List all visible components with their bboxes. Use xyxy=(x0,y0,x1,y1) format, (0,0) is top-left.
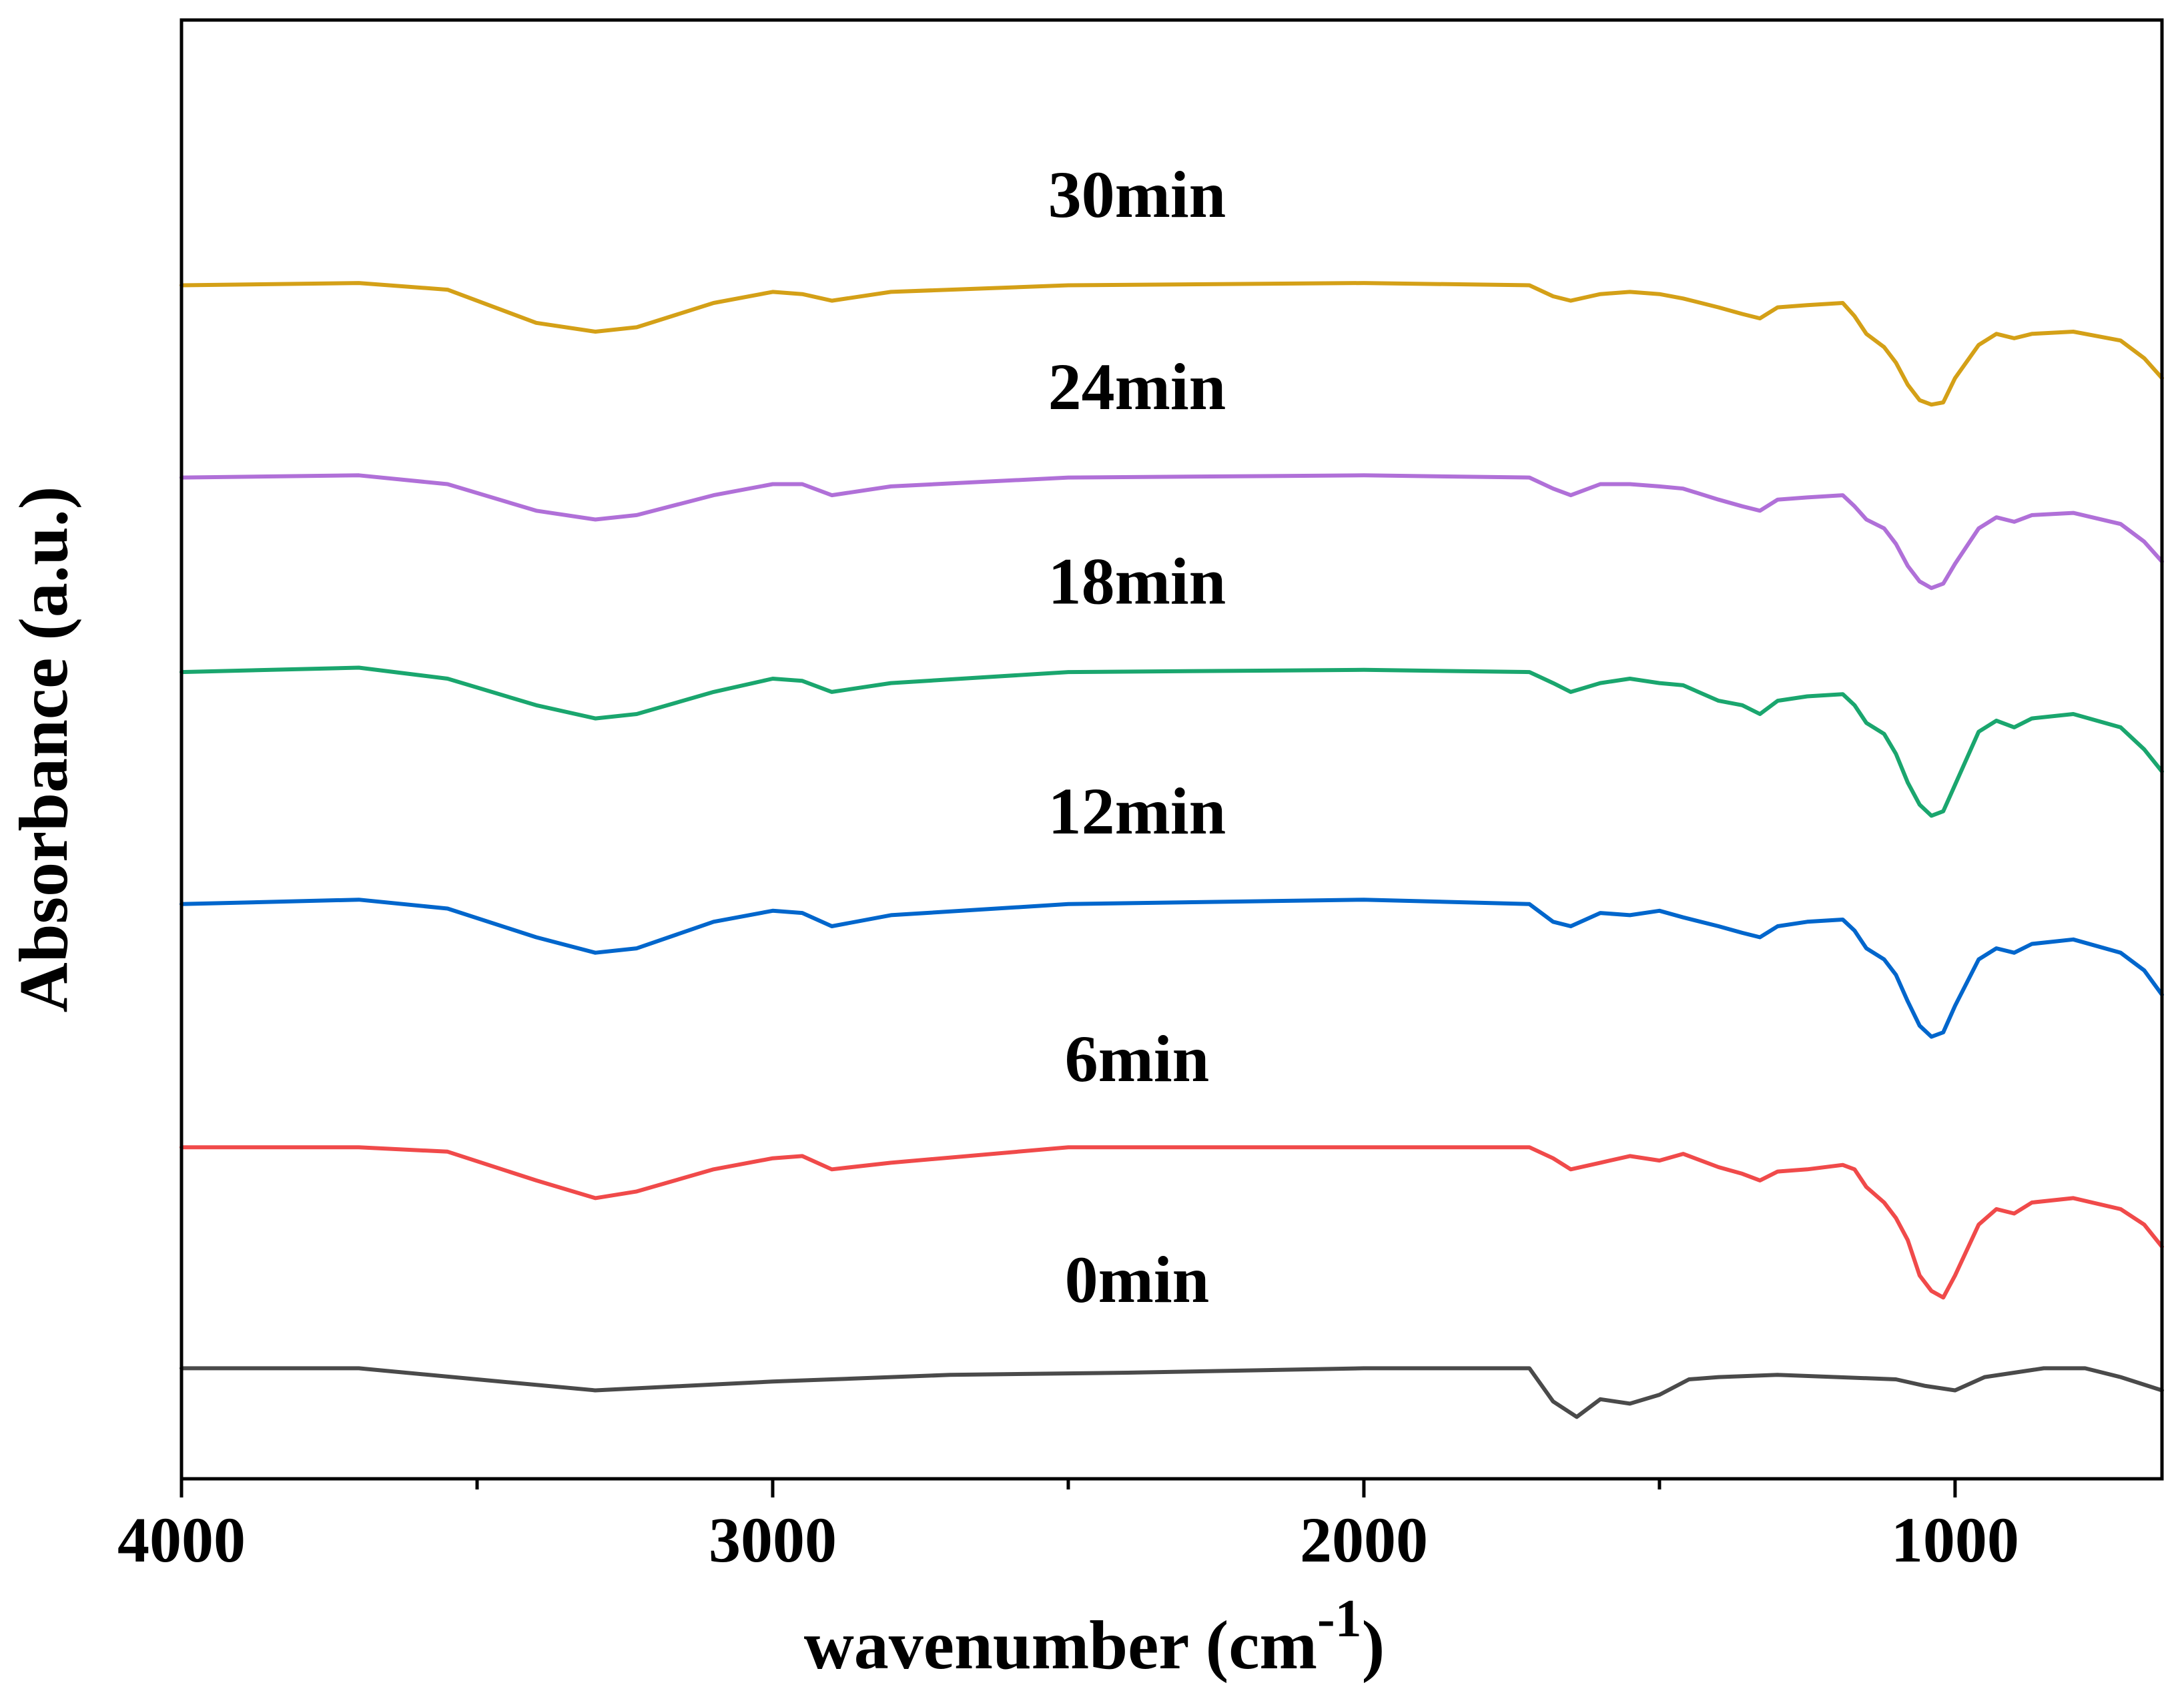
x-axis-title-superscript: -1 xyxy=(1317,1590,1362,1648)
plot-frame xyxy=(179,18,2164,1481)
series-label-group: 0min 6min 12min 18min 24min 30min xyxy=(1048,157,1226,1317)
series-line-24min xyxy=(179,473,2164,591)
series-group xyxy=(179,281,2164,1419)
series-label-0min: 0min xyxy=(1065,1243,1210,1317)
series-line-18min xyxy=(179,665,2164,818)
series-line-0min xyxy=(179,1366,2164,1419)
series-label-12min: 12min xyxy=(1048,774,1226,848)
x-axis-title: wavenumber (cm-1) xyxy=(804,1590,1385,1684)
series-label-30min: 30min xyxy=(1048,157,1226,232)
x-axis-ticks xyxy=(179,1479,1957,1497)
series-label-24min: 24min xyxy=(1048,350,1226,424)
x-tick-label-4000: 4000 xyxy=(117,1504,246,1576)
x-axis-title-main: wavenumber (cm xyxy=(804,1607,1317,1684)
x-tick-label-1000: 1000 xyxy=(1891,1504,2019,1576)
x-axis-title-close: ) xyxy=(1362,1607,1385,1684)
x-tick-label-3000: 3000 xyxy=(709,1504,837,1576)
x-tick-label-2000: 2000 xyxy=(1300,1504,1428,1576)
series-label-6min: 6min xyxy=(1065,1022,1210,1096)
x-axis-tick-labels: 4000 3000 2000 1000 xyxy=(117,1504,2019,1576)
y-axis-title: Absorbance (a.u.) xyxy=(5,486,82,1013)
series-label-18min: 18min xyxy=(1048,544,1226,618)
series-line-6min xyxy=(179,1145,2164,1300)
series-line-12min xyxy=(179,898,2164,1039)
series-line-30min xyxy=(179,281,2164,407)
